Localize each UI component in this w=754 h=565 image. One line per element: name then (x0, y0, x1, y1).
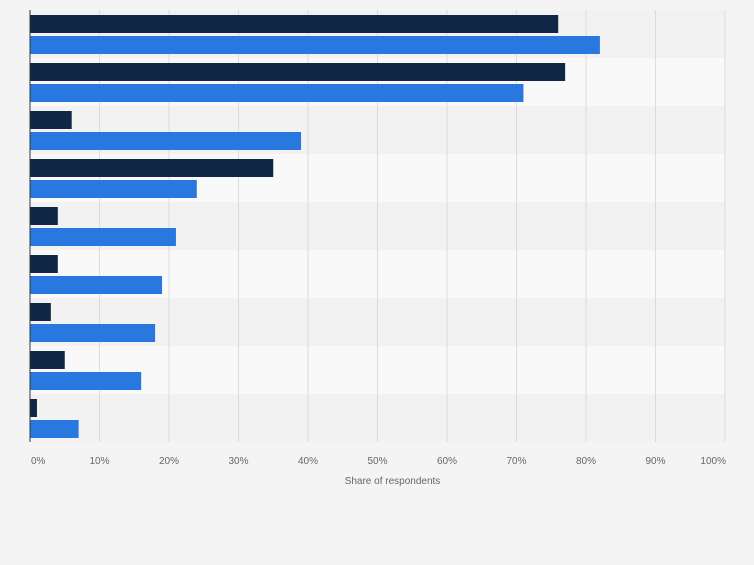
x-tick-label: 50% (367, 456, 387, 467)
x-tick-label: 100% (700, 456, 726, 467)
bar (30, 399, 37, 417)
x-tick-label: 40% (298, 456, 318, 467)
x-tick-label: 10% (89, 456, 109, 467)
bar (30, 63, 566, 81)
x-tick-label: 60% (437, 456, 457, 467)
bar (30, 36, 600, 54)
bar (30, 111, 72, 129)
x-tick-labels: 0% 10% 20% 30% 40% 50% 60% 70% 80% 90% 100% (31, 456, 726, 467)
bar (30, 420, 79, 438)
bar (30, 159, 274, 177)
bar (30, 228, 176, 246)
bar (30, 276, 163, 294)
bar (30, 303, 51, 321)
gridlines (29, 10, 726, 442)
bar (30, 84, 524, 102)
x-tick-label: 0% (31, 456, 46, 467)
bar (30, 180, 197, 198)
x-tick-label: 30% (228, 456, 248, 467)
bar (30, 324, 156, 342)
bar (30, 255, 58, 273)
x-tick-label: 80% (576, 456, 596, 467)
x-axis-label: Share of respondents (345, 476, 441, 487)
bar (30, 15, 559, 33)
x-tick-label: 90% (645, 456, 665, 467)
bars (30, 15, 600, 438)
x-tick-label: 70% (506, 456, 526, 467)
bar (30, 207, 58, 225)
bar (30, 372, 142, 390)
x-tick-label: 20% (159, 456, 179, 467)
bar (30, 132, 302, 150)
bar (30, 351, 65, 369)
